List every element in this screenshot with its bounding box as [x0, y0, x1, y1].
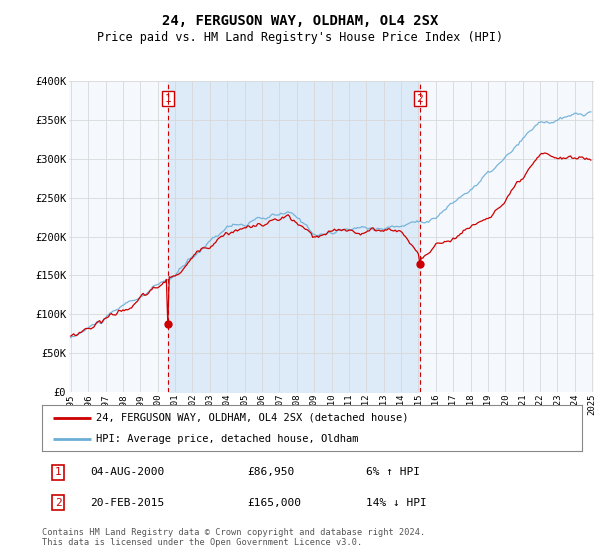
Text: 2: 2 [416, 94, 423, 104]
Text: 04-AUG-2000: 04-AUG-2000 [91, 468, 165, 477]
Text: £86,950: £86,950 [247, 468, 295, 477]
Text: 14% ↓ HPI: 14% ↓ HPI [366, 498, 427, 507]
Text: 2: 2 [55, 498, 62, 507]
Text: 6% ↑ HPI: 6% ↑ HPI [366, 468, 420, 477]
Text: 24, FERGUSON WAY, OLDHAM, OL4 2SX (detached house): 24, FERGUSON WAY, OLDHAM, OL4 2SX (detac… [96, 413, 409, 423]
Text: £165,000: £165,000 [247, 498, 301, 507]
Text: Contains HM Land Registry data © Crown copyright and database right 2024.
This d: Contains HM Land Registry data © Crown c… [42, 528, 425, 547]
Text: HPI: Average price, detached house, Oldham: HPI: Average price, detached house, Oldh… [96, 435, 359, 444]
Text: Price paid vs. HM Land Registry's House Price Index (HPI): Price paid vs. HM Land Registry's House … [97, 31, 503, 44]
Text: 1: 1 [164, 94, 171, 104]
Text: 20-FEB-2015: 20-FEB-2015 [91, 498, 165, 507]
Text: 24, FERGUSON WAY, OLDHAM, OL4 2SX: 24, FERGUSON WAY, OLDHAM, OL4 2SX [162, 14, 438, 28]
Text: 1: 1 [55, 468, 62, 477]
